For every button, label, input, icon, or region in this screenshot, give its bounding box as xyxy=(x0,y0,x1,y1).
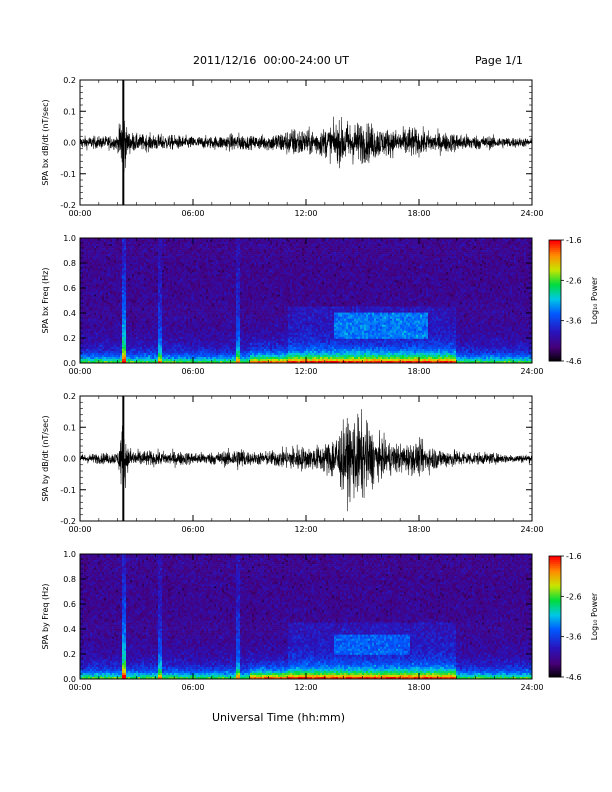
x-tick-label: 06:00 xyxy=(181,683,204,692)
panel-1: 00:00 06:00 12:00 18:00 24:00 0.2 0.1 0.0 -0.1 -0… xyxy=(41,76,544,218)
x-axis-title: Universal Time (hh:mm) xyxy=(212,711,345,724)
x-tick-label: 06:00 xyxy=(181,367,204,376)
y-tick-label: 0.8 xyxy=(63,575,76,584)
colorbar-tick-label: -3.6 xyxy=(566,633,582,642)
panel-4: -1.6 -2.6 -3.6 -4.6 Log₁₀ Power 00:00 06:00 12:… xyxy=(41,550,599,692)
x-tick-label: 06:00 xyxy=(181,525,204,534)
x-tick-label: 00:00 xyxy=(68,367,91,376)
x-tick-label: 12:00 xyxy=(294,209,317,218)
x-tick-label: 18:00 xyxy=(407,683,430,692)
y-tick-label: 0.2 xyxy=(63,76,76,85)
x-tick-label: 24:00 xyxy=(520,367,543,376)
y-tick-label: 1.0 xyxy=(63,550,76,559)
y-tick-label: -0.2 xyxy=(60,517,76,526)
y-tick-label: 0.4 xyxy=(63,309,76,318)
spectrogram-cells xyxy=(80,238,532,363)
y-axis-label: SPA bx dB/dt (nT/sec) xyxy=(41,99,50,185)
x-tick-label: 00:00 xyxy=(68,209,91,218)
y-tick-label: 1.0 xyxy=(63,234,76,243)
y-tick-label: 0.0 xyxy=(63,455,76,464)
y-axis-label: SPA by dB/dt (nT/sec) xyxy=(41,415,50,501)
y-tick-label: -0.1 xyxy=(60,170,76,179)
y-tick-label: 0.2 xyxy=(63,650,76,659)
y-tick-label: 0.0 xyxy=(63,675,76,684)
x-tick-label: 18:00 xyxy=(407,367,430,376)
y-axis-label: SPA by Freq (Hz) xyxy=(41,584,50,650)
colorbar-label: Log₁₀ Power xyxy=(590,276,599,324)
colorbar-tick-label: -3.6 xyxy=(566,317,582,326)
x-tick-label: 12:00 xyxy=(294,367,317,376)
waveform-trace xyxy=(80,117,532,172)
y-tick-label: -0.2 xyxy=(60,201,76,210)
x-tick-label: 24:00 xyxy=(520,683,543,692)
colorbar-tick-label: -1.6 xyxy=(566,236,582,245)
y-tick-label: 0.6 xyxy=(63,284,76,293)
y-tick-label: 0.0 xyxy=(63,359,76,368)
x-tick-label: 00:00 xyxy=(68,683,91,692)
x-tick-label: 12:00 xyxy=(294,525,317,534)
colorbar-tick-label: -4.6 xyxy=(566,673,582,682)
waveform-trace xyxy=(80,409,532,511)
x-tick-label: 18:00 xyxy=(407,525,430,534)
y-tick-label: 0.0 xyxy=(63,139,76,148)
x-tick-label: 18:00 xyxy=(407,209,430,218)
x-tick-label: 00:00 xyxy=(68,525,91,534)
y-axis-label: SPA bx Freq (Hz) xyxy=(41,268,50,334)
y-tick-label: 0.2 xyxy=(63,334,76,343)
colorbar-tick-label: -2.6 xyxy=(566,276,582,285)
y-tick-label: 0.1 xyxy=(63,423,76,432)
colorbar-tick-label: -2.6 xyxy=(566,592,582,601)
x-tick-label: 06:00 xyxy=(181,209,204,218)
x-tick-label: 12:00 xyxy=(294,683,317,692)
y-tick-label: 0.2 xyxy=(63,392,76,401)
colorbar-tick-label: -1.6 xyxy=(566,552,582,561)
panel-2: -1.6 -2.6 -3.6 -4.6 Log₁₀ Power 00:00 06:00 12:… xyxy=(41,234,599,376)
colorbar-label: Log₁₀ Power xyxy=(590,592,599,640)
y-tick-label: -0.1 xyxy=(60,486,76,495)
colorbar-tick-label: -4.6 xyxy=(566,357,582,366)
y-tick-label: 0.1 xyxy=(63,107,76,116)
y-tick-label: 0.4 xyxy=(63,625,76,634)
spectrogram-cells xyxy=(80,554,532,679)
panel-3: 00:00 06:00 12:00 18:00 24:00 0.2 0.1 0.0 -0.1 -0… xyxy=(41,392,544,534)
x-tick-label: 24:00 xyxy=(520,525,543,534)
x-tick-label: 24:00 xyxy=(520,209,543,218)
y-tick-label: 0.6 xyxy=(63,600,76,609)
y-tick-label: 0.8 xyxy=(63,259,76,268)
